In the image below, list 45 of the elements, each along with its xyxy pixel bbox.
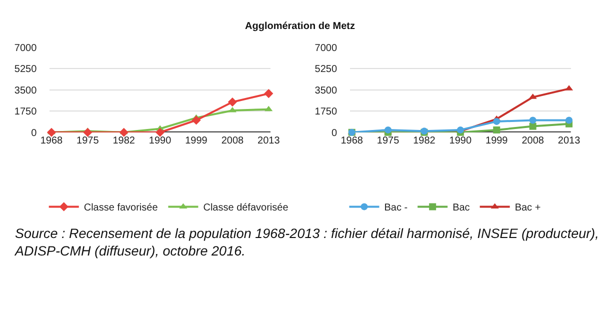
legend-label: Bac - (384, 202, 408, 214)
x-tick-label: 1999 (486, 135, 508, 146)
y-tick-label: 3500 (14, 85, 38, 96)
y-tick-label: 1750 (14, 106, 38, 118)
point (192, 116, 201, 125)
legend-label: Classe défavorisée (203, 202, 289, 214)
y-tick-label: 0 (31, 128, 38, 139)
y-tick-label: 7000 (314, 42, 338, 54)
x-tick-label: 1990 (449, 135, 472, 146)
x-tick-label: 2013 (558, 135, 581, 146)
x-tick-label: 1975 (76, 135, 100, 146)
text: Agglomération de Metz (245, 21, 356, 32)
x-tick-label: 1968 (340, 135, 364, 146)
legend-label: Bac (452, 202, 470, 214)
y-tick-label: 5250 (314, 64, 338, 76)
point (566, 116, 573, 124)
point (529, 122, 536, 130)
x-tick-label: 1982 (413, 135, 436, 146)
point (529, 116, 536, 124)
point (264, 106, 273, 112)
point (83, 128, 92, 137)
y-tick-label: 5250 (14, 64, 38, 76)
point (264, 88, 274, 98)
x-tick-label: 2008 (522, 135, 544, 146)
point (384, 126, 392, 134)
x-tick-label: 1982 (112, 135, 136, 146)
point (119, 128, 128, 137)
point (228, 97, 237, 107)
x-tick-label: 1968 (40, 135, 64, 146)
point (493, 118, 500, 125)
y-tick-label: 0 (331, 128, 338, 139)
source-note: Source : Recensement de la population 1968-2013 : fichier détail harmonisé, INSEE (producteur), ADISP-CMH (diffuseur), octobre 2016. (14, 226, 599, 259)
y-tick-label: 7000 (14, 42, 38, 54)
x-tick-label: 2013 (258, 135, 280, 146)
x-tick-label: 1999 (185, 135, 208, 146)
point (46, 128, 56, 137)
point (156, 128, 165, 137)
x-tick-label: 2008 (221, 135, 244, 146)
y-tick-label: 1750 (314, 106, 338, 118)
legend-label: Bac + (514, 202, 541, 214)
point (493, 126, 500, 134)
legend-label: Classe favorisée (84, 202, 158, 214)
y-tick-label: 3500 (314, 85, 338, 96)
x-tick-label: 1975 (376, 135, 400, 146)
x-tick-label: 1990 (148, 135, 172, 146)
